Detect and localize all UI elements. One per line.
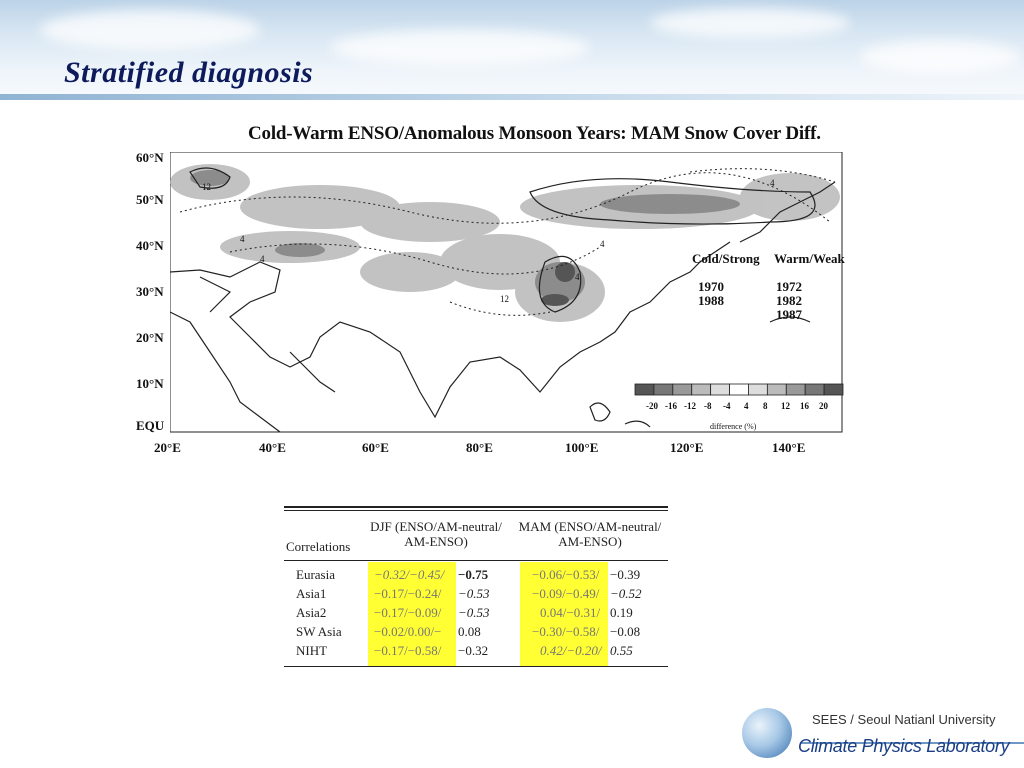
legend-warm-header: Warm/Weak — [774, 251, 845, 266]
djf-highlight — [368, 562, 456, 666]
cell-mam: 0.55 — [610, 643, 633, 658]
colorbar-tick: -12 — [684, 401, 696, 411]
cell-djf-hl: −0.17/−0.09/ — [374, 605, 442, 620]
header-background — [0, 0, 1024, 100]
colorbar-tick: -16 — [665, 401, 677, 411]
lon-label-100e: 100°E — [565, 440, 599, 455]
colorbar-swatch — [785, 383, 806, 396]
contour-label: 12 — [202, 182, 211, 192]
table-bottom-rule — [284, 666, 668, 667]
cell-djf-hl: −0.32/−0.45/ — [374, 567, 445, 582]
legend-cold-year: 1988 — [698, 293, 724, 308]
colorbar-tick: 20 — [819, 401, 828, 411]
cell-djf-hl: −0.17/−0.58/ — [374, 643, 442, 658]
contour-label: 4 — [260, 254, 265, 264]
colorbar — [634, 383, 844, 396]
colorbar-tick: 16 — [800, 401, 809, 411]
row-label-sw-asia: SW Asia — [296, 624, 342, 639]
lon-label-140e: 140°E — [772, 440, 806, 455]
cell-djf-hl: −0.02/0.00/− — [374, 624, 442, 639]
snow-cover-map-figure: Cold-Warm ENSO/Anomalous Monsoon Years: … — [130, 120, 850, 465]
cell-mam-hl: −0.06/−0.53/ — [532, 567, 600, 582]
legend-cold-year: 1970 — [698, 279, 724, 294]
row-label-asia1: Asia1 — [296, 586, 327, 601]
contour-label: 12 — [500, 294, 509, 304]
colorbar-swatch — [804, 383, 825, 396]
globe-logo-icon — [742, 708, 792, 758]
footer-lab-name: Climate Physics Laboratory — [798, 736, 1010, 756]
footer-university: SEES / Seoul Natianl University — [812, 712, 996, 727]
lon-label-20e: 20°E — [154, 440, 181, 455]
lat-label-30n: 30°N — [136, 284, 164, 299]
row-label-eurasia: Eurasia — [296, 567, 335, 582]
lat-label-60n: 60°N — [136, 150, 164, 165]
lon-label-120e: 120°E — [670, 440, 704, 455]
colorbar-swatch — [634, 383, 655, 396]
colorbar-swatch — [672, 383, 693, 396]
legend-warm-year: 1987 — [776, 307, 802, 322]
map-plot: 12 4 4 4 4 12 4 — [170, 152, 843, 433]
cell-mam-hl: −0.30/−0.58/ — [532, 624, 600, 639]
table-header-rule — [284, 560, 668, 561]
footer-divider — [800, 742, 1024, 744]
colorbar-tick: 4 — [744, 401, 749, 411]
slide-title: Stratified diagnosis — [64, 56, 314, 89]
colorbar-tick: 12 — [781, 401, 790, 411]
colorbar-swatch — [729, 383, 749, 396]
colorbar-swatch — [748, 383, 768, 396]
cell-mam: 0.19 — [610, 605, 633, 620]
colorbar-swatch — [653, 383, 674, 396]
contour-label: 4 — [575, 272, 580, 282]
cell-mam-hl: 0.04/−0.31/ — [540, 605, 601, 620]
contour-label: 4 — [240, 234, 245, 244]
cell-djf: −0.32 — [458, 643, 489, 658]
colorbar-swatch — [710, 383, 730, 396]
lat-label-10n: 10°N — [136, 376, 164, 391]
colorbar-swatch — [766, 383, 787, 396]
lat-label-20n: 20°N — [136, 330, 164, 345]
lon-label-40e: 40°E — [259, 440, 286, 455]
colorbar-tick: -8 — [704, 401, 712, 411]
correlation-table: Correlations DJF (ENSO/AM-neutral/ AM-EN… — [284, 506, 668, 668]
cell-djf: −0.75 — [458, 567, 489, 582]
legend-warm-year: 1982 — [776, 293, 802, 308]
header-mam: MAM (ENSO/AM-neutral/ AM-ENSO) — [518, 519, 662, 549]
lat-label-50n: 50°N — [136, 192, 164, 207]
cell-djf: 0.08 — [458, 624, 481, 639]
lat-label-equ: EQU — [136, 418, 165, 433]
table-top-rule-thin — [284, 510, 668, 511]
cell-mam: −0.39 — [610, 567, 641, 582]
legend-cold-header: Cold/Strong — [692, 251, 760, 266]
cell-djf-hl: −0.17/−0.24/ — [374, 586, 442, 601]
row-label-niht: NIHT — [296, 643, 328, 658]
cell-mam-hl: −0.09/−0.49/ — [532, 586, 600, 601]
cell-mam-hl: 0.42/−0.20/ — [540, 643, 602, 658]
lat-label-40n: 40°N — [136, 238, 164, 253]
cell-mam: −0.52 — [610, 586, 642, 601]
header-djf: DJF (ENSO/AM-neutral/ AM-ENSO) — [370, 519, 502, 549]
contour-label: 4 — [770, 178, 775, 188]
cell-mam: −0.08 — [610, 624, 641, 639]
cell-djf: −0.53 — [458, 605, 490, 620]
header-rule — [0, 94, 1024, 100]
map-title: Cold-Warm ENSO/Anomalous Monsoon Years: … — [248, 123, 821, 144]
row-label-asia2: Asia2 — [296, 605, 327, 620]
legend-warm-year: 1972 — [776, 279, 802, 294]
lon-label-60e: 60°E — [362, 440, 389, 455]
colorbar-tick: 8 — [763, 401, 768, 411]
table-top-rule — [284, 506, 668, 508]
colorbar-swatch — [823, 383, 844, 396]
colorbar-swatch — [691, 383, 712, 396]
header-correlations: Correlations — [286, 539, 351, 554]
colorbar-tick: -4 — [723, 401, 731, 411]
cell-djf: −0.53 — [458, 586, 490, 601]
colorbar-tick: -20 — [646, 401, 658, 411]
mam-highlight — [520, 562, 608, 666]
contour-label: 4 — [600, 239, 605, 249]
lon-label-80e: 80°E — [466, 440, 493, 455]
colorbar-caption: difference (%) — [710, 422, 757, 431]
